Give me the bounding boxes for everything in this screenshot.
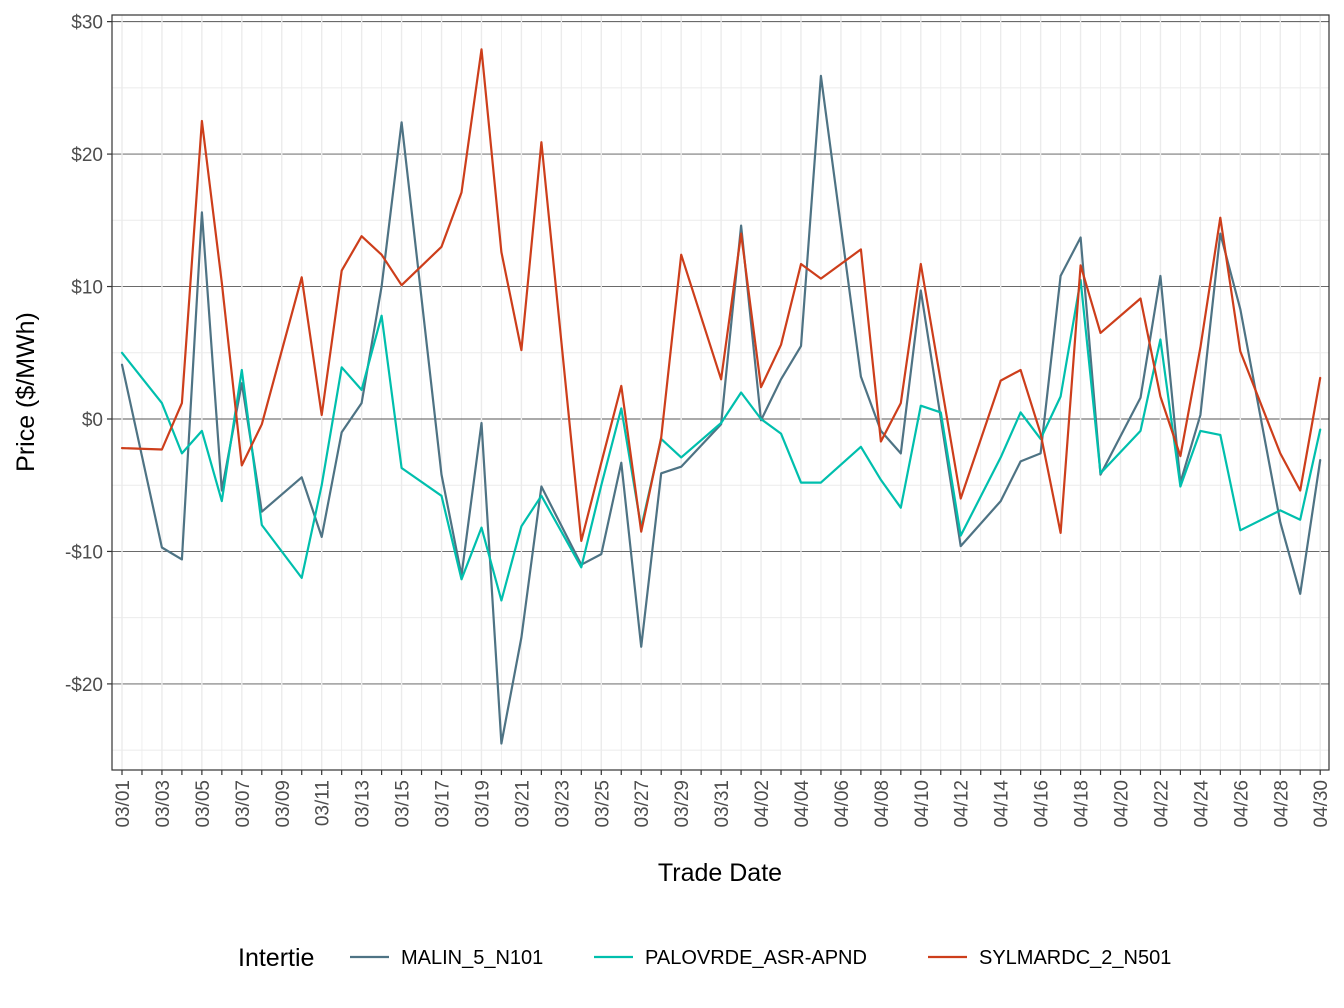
x-tick-label: 04/08	[872, 780, 893, 828]
y-tick-label: $0	[82, 410, 103, 431]
x-tick-label: 03/11	[313, 780, 334, 826]
major-gridlines-x	[121, 15, 1321, 770]
y-tick-label: -$10	[65, 542, 103, 563]
series-line-1	[120, 278, 1322, 602]
x-tick-label: 04/12	[952, 780, 973, 828]
x-tick-label: 04/04	[792, 780, 813, 828]
x-tick-label: 04/14	[992, 780, 1013, 828]
x-tick-label: 04/30	[1311, 780, 1332, 828]
x-tick-label: 03/07	[233, 780, 254, 828]
x-tick-label: 04/10	[912, 780, 933, 828]
legend: Intertie MALIN_5_N101 PALOVRDE_ASR-APND …	[238, 944, 1171, 972]
y-tick-label: $10	[71, 278, 103, 299]
x-tick-label: 04/24	[1191, 780, 1212, 828]
x-tick-label: 04/28	[1271, 780, 1292, 828]
y-axis-title: Price ($/MWh)	[12, 312, 40, 472]
x-tick-label: 03/25	[592, 780, 613, 828]
x-tick-label: 04/06	[832, 780, 853, 828]
x-tick-label: 03/13	[353, 780, 374, 828]
y-tick-label: $30	[71, 13, 103, 34]
x-tick-label: 04/18	[1072, 780, 1093, 828]
x-tick-label: 03/09	[273, 780, 294, 828]
y-axis: -$20 -$10 $0 $10 $20 $30	[65, 13, 112, 696]
x-tick-label: 03/03	[153, 780, 174, 828]
y-tick-label: -$20	[65, 675, 103, 696]
legend-label-malin: MALIN_5_N101	[401, 947, 543, 969]
x-tick-label: 03/31	[712, 780, 733, 828]
x-tick-label: 03/23	[552, 780, 573, 828]
x-tick-label: 03/27	[632, 780, 653, 828]
x-tick-label: 03/19	[472, 780, 493, 828]
x-tick-label: 03/17	[433, 780, 454, 828]
legend-label-sylmardc: SYLMARDC_2_N501	[979, 947, 1171, 969]
x-tick-label: 03/01	[113, 780, 134, 828]
x-tick-label: 03/21	[512, 780, 533, 828]
x-axis-title: Trade Date	[658, 859, 782, 887]
x-tick-label: 03/29	[672, 780, 693, 828]
x-tick-label: 04/20	[1112, 780, 1133, 828]
x-tick-label: 04/26	[1231, 780, 1252, 828]
series-lines	[120, 48, 1322, 745]
legend-title: Intertie	[238, 944, 314, 972]
x-tick-label: 04/02	[752, 780, 773, 828]
x-tick-label: 03/15	[393, 780, 414, 828]
x-tick-label: 03/05	[193, 780, 214, 828]
x-tick-label: 04/16	[1032, 780, 1053, 828]
x-axis: 03/01 03/03 03/05 03/07 03/09 03/11 03/13 03/15…	[113, 770, 1332, 828]
series-line-2	[120, 48, 1322, 543]
y-tick-label: $20	[71, 145, 103, 166]
x-tick-label: 04/22	[1151, 780, 1172, 828]
legend-label-palovrde: PALOVRDE_ASR-APND	[645, 947, 867, 969]
